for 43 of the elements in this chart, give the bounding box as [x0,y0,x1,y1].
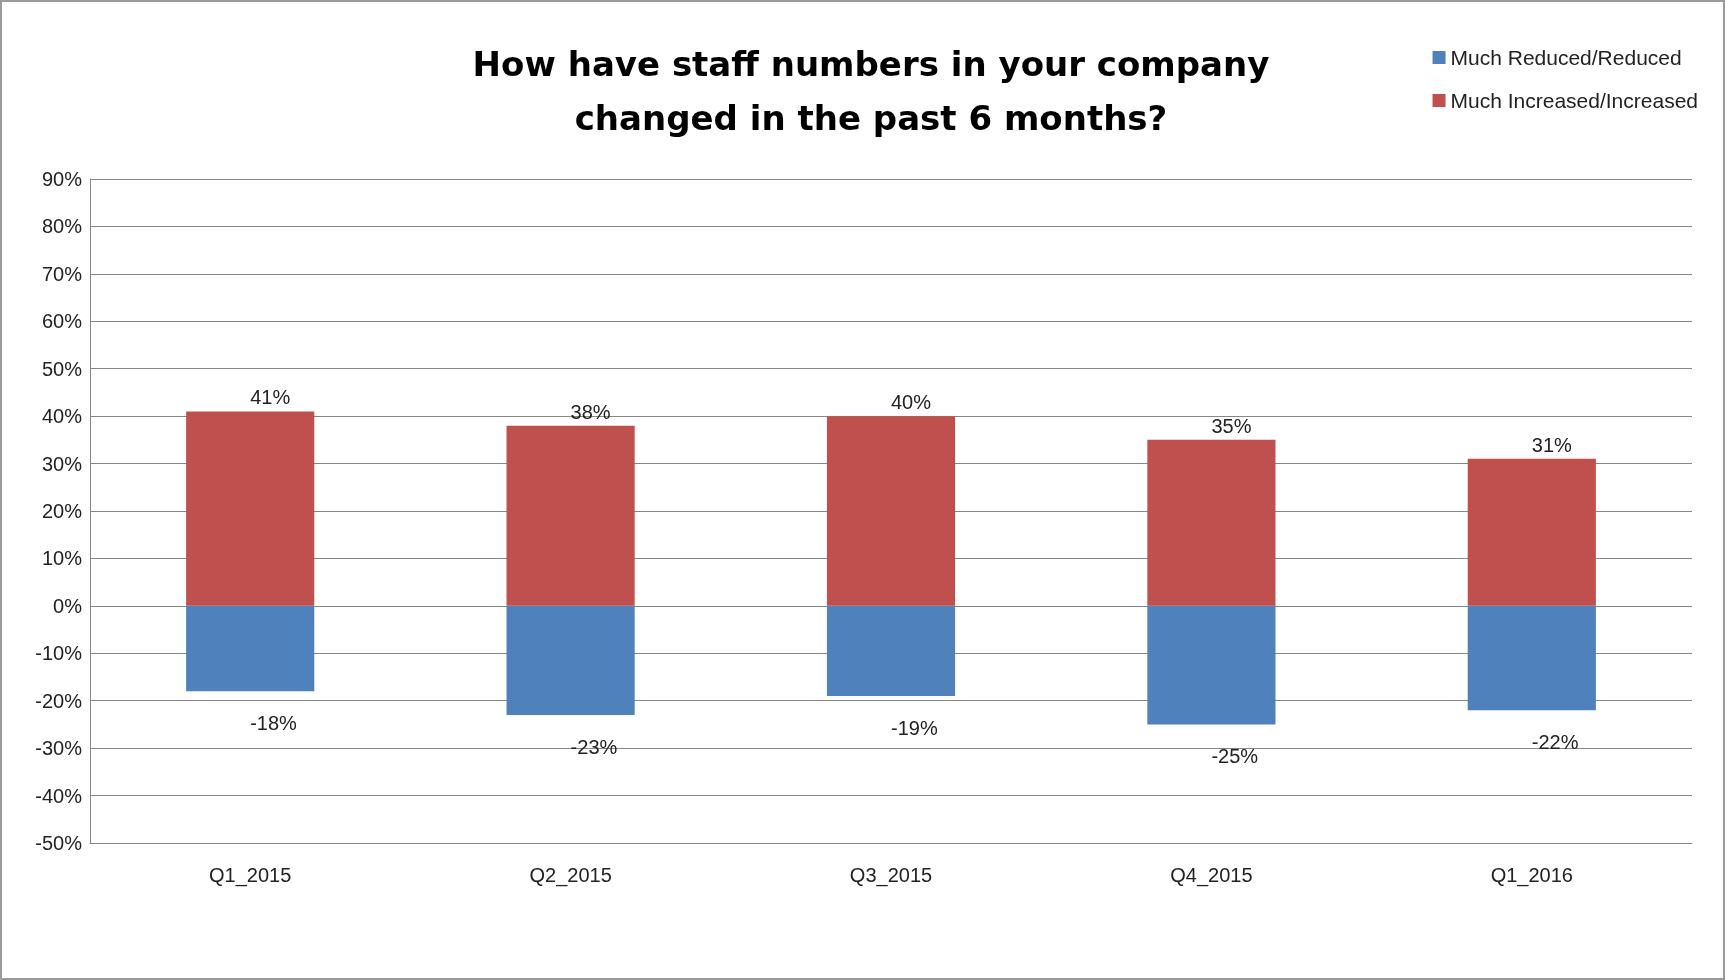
bar [186,605,315,692]
data-label: -22% [1531,731,1579,754]
bar [506,605,635,715]
x-tick-label: Q3_2015 [849,864,933,887]
bar [186,411,315,606]
bar [826,416,956,606]
y-tick-label: 80% [41,215,83,238]
bar [826,605,956,696]
y-tick-label: 60% [41,310,83,333]
chart-title: How have staff numbers in your company changed in the past 6 months? [472,44,1270,138]
data-label: -23% [570,735,618,758]
y-tick-label: -40% [35,784,83,807]
y-tick-label: 30% [41,452,83,475]
legend-label: Much Increased/Increased [1450,89,1698,112]
data-label: 31% [1531,433,1573,456]
y-tick-label: 90% [41,168,83,190]
x-tick-label: Q1_2016 [1490,864,1573,887]
bar [1147,605,1276,725]
data-label: 41% [250,386,291,409]
x-tick-label: Q1_2015 [209,864,292,887]
data-label: 35% [1211,414,1252,437]
data-label: 38% [570,400,611,423]
y-tick-label: 50% [41,357,83,380]
x-tick-label: Q2_2015 [529,864,612,887]
y-tick-label: 20% [41,500,83,522]
bar [506,425,635,606]
data-label: 40% [891,391,932,414]
data-label: -25% [1211,745,1259,768]
data-label: -19% [891,716,938,739]
y-tick-label: 10% [41,547,83,570]
y-tick-label: -30% [35,737,83,760]
y-tick-label: 40% [41,405,83,428]
y-tick-label: -20% [35,689,83,712]
bar [1467,605,1596,711]
y-tick-label: -10% [35,642,83,665]
y-tick-label: 70% [41,262,83,285]
x-tick-label: Q4_2015 [1170,864,1253,887]
bar [1147,439,1276,606]
y-tick-label: -50% [35,832,83,854]
legend-label: Much Reduced/Reduced [1450,46,1682,69]
data-label: -18% [250,712,298,735]
y-tick-label: 0% [53,594,83,617]
bar [1467,458,1596,606]
